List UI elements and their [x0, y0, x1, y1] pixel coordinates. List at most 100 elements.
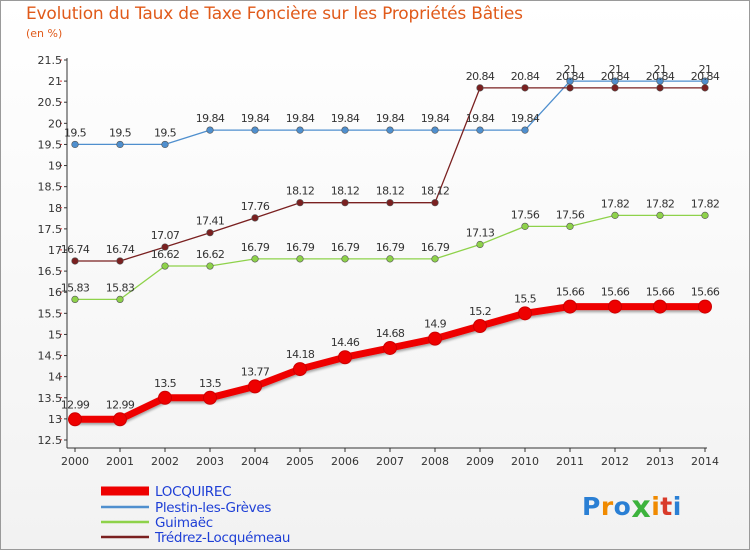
data-label: 19.84	[376, 112, 405, 125]
legend-label: Trédrez-Locquémeau	[154, 530, 290, 546]
data-label: 15.66	[601, 286, 630, 299]
data-label: 16.79	[331, 241, 360, 254]
data-point	[383, 340, 397, 355]
data-point	[473, 319, 487, 333]
data-point	[386, 126, 394, 134]
y-tick-label: 19.5	[38, 138, 63, 151]
legend: LOCQUIRECPlestin-les-GrèvesGuimaëcTrédre…	[101, 484, 291, 546]
data-label: 15.5	[514, 292, 537, 305]
data-label: 19.84	[196, 112, 225, 125]
data-label: 15.66	[556, 286, 585, 299]
x-tick-label: 2005	[286, 455, 314, 468]
data-label: 19.84	[331, 112, 360, 125]
data-point	[701, 211, 709, 219]
series-tredrez-locquemeau	[71, 84, 709, 265]
data-point	[206, 126, 214, 134]
data-label: 20.84	[466, 70, 495, 83]
data-label: 16.62	[196, 248, 225, 261]
data-label: 16.79	[421, 241, 450, 254]
data-label: 14.68	[376, 327, 405, 340]
data-label: 17.82	[601, 197, 630, 210]
series-plestin-les-greves	[71, 77, 709, 149]
x-tick-label: 2010	[511, 455, 539, 468]
data-point	[521, 222, 529, 230]
data-point	[161, 262, 169, 270]
axes: 12.5 13 13.5 14 14.5 15 15.5 16 16.5 17 17.5 18 18.5…	[38, 54, 720, 468]
x-tick-label: 2007	[376, 455, 404, 468]
data-point	[71, 257, 79, 265]
data-point	[698, 299, 712, 314]
data-point	[296, 199, 304, 207]
x-tick-label: 2002	[151, 455, 179, 468]
data-point	[161, 243, 169, 251]
data-point	[116, 140, 124, 149]
data-label: 21	[609, 63, 622, 76]
data-point	[428, 331, 442, 346]
x-tick-label: 2013	[646, 455, 674, 468]
data-label: 17.13	[466, 227, 495, 240]
chart-title: Evolution du Taux de Taxe Foncière sur l…	[26, 4, 523, 24]
data-label: 17.82	[646, 197, 675, 210]
y-tick-label: 17	[48, 244, 62, 257]
data-point	[386, 199, 394, 207]
data-point	[206, 229, 214, 237]
data-point	[566, 222, 574, 230]
data-point	[611, 84, 619, 92]
x-tick-label: 2004	[241, 455, 269, 468]
data-point	[611, 211, 619, 219]
data-label: 14.9	[424, 318, 447, 331]
y-tick-label: 17.5	[38, 223, 63, 236]
x-tick-label: 2000	[61, 455, 89, 468]
data-point	[251, 126, 259, 134]
data-label: 19.5	[64, 126, 87, 139]
data-label: 18.12	[421, 185, 450, 198]
y-tick-label: 18	[48, 202, 62, 215]
data-point	[566, 84, 574, 92]
data-point	[203, 390, 217, 405]
data-point	[116, 295, 124, 304]
legend-label: LOCQUIREC	[155, 484, 231, 500]
data-label: 17.56	[556, 208, 585, 221]
data-point	[158, 390, 172, 405]
series-layer	[68, 77, 712, 427]
data-point	[656, 211, 664, 219]
data-label: 15.66	[646, 286, 675, 299]
data-label: 20.84	[511, 70, 540, 83]
data-label: 17.56	[511, 208, 540, 221]
data-label: 17.41	[196, 215, 225, 228]
data-point	[656, 84, 664, 92]
data-label: 20.84	[556, 70, 585, 83]
data-label: 15.83	[61, 281, 90, 294]
data-label: 21	[654, 63, 667, 76]
data-point	[206, 262, 214, 270]
data-point	[248, 379, 262, 394]
data-point	[563, 299, 577, 314]
data-point	[476, 126, 484, 134]
x-tick-label: 2014	[691, 455, 719, 468]
y-tick-label: 21	[48, 75, 62, 88]
y-tick-label: 13.5	[38, 392, 63, 405]
data-point	[653, 299, 667, 314]
data-point	[431, 255, 439, 263]
data-label: 20.84	[691, 70, 720, 83]
data-point	[341, 199, 349, 207]
y-unit-label: (en %)	[26, 27, 63, 40]
data-label: 19.84	[286, 112, 315, 125]
y-tick-label: 19	[48, 160, 62, 173]
x-tick-label: 2012	[601, 455, 629, 468]
data-point	[296, 255, 304, 263]
data-label: 19.84	[511, 112, 540, 125]
data-point	[341, 255, 349, 263]
series-locquirec	[68, 299, 712, 427]
data-point	[296, 126, 304, 134]
data-label: 19.84	[421, 112, 450, 125]
data-point	[68, 412, 82, 427]
data-label: 18.12	[286, 185, 315, 198]
data-point	[338, 350, 352, 365]
data-point	[113, 412, 127, 427]
proxiti-logo: Proxiti	[582, 490, 682, 525]
data-labels: 19.5 19.5 19.5 19.84 19.84 19.84 19.84 19.84 19.…	[61, 63, 721, 411]
data-label: 16.79	[376, 241, 405, 254]
x-tick-label: 2008	[421, 455, 449, 468]
